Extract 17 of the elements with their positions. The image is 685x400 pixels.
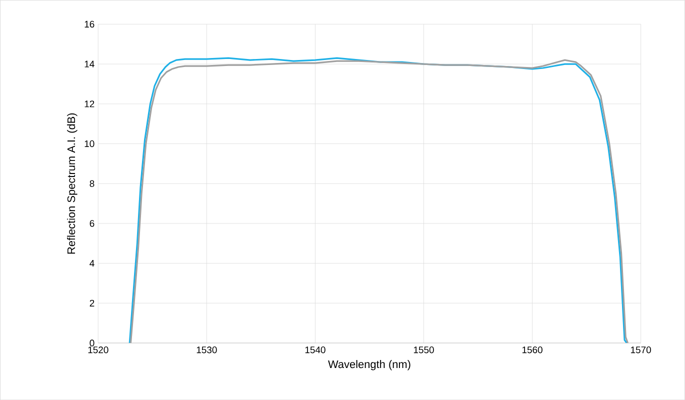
y-tick-label: 0 — [90, 340, 94, 346]
y-tick-label: 4 — [90, 260, 94, 266]
y-tick-label: 12 — [84, 100, 94, 108]
x-tick-label: 1520 — [88, 346, 108, 354]
y-axis-title: Reflection Spectrum A.I. (dB) — [67, 113, 78, 254]
y-tick-label: 16 — [84, 20, 94, 28]
y-tick-label: 10 — [84, 140, 94, 148]
y-tick-label: 8 — [90, 180, 94, 187]
x-tick-label: 1570 — [631, 346, 651, 354]
y-tick-label: 14 — [84, 60, 94, 68]
x-tick-label: 1550 — [414, 346, 434, 354]
y-tick-label: 6 — [90, 220, 94, 227]
x-tick-label: 1530 — [196, 346, 217, 354]
y-tick-label: 2 — [90, 300, 94, 306]
x-axis-title: Wavelength (nm) — [328, 360, 410, 370]
x-tick-label: 1540 — [305, 346, 326, 354]
x-tick-label: 1560 — [522, 346, 542, 354]
